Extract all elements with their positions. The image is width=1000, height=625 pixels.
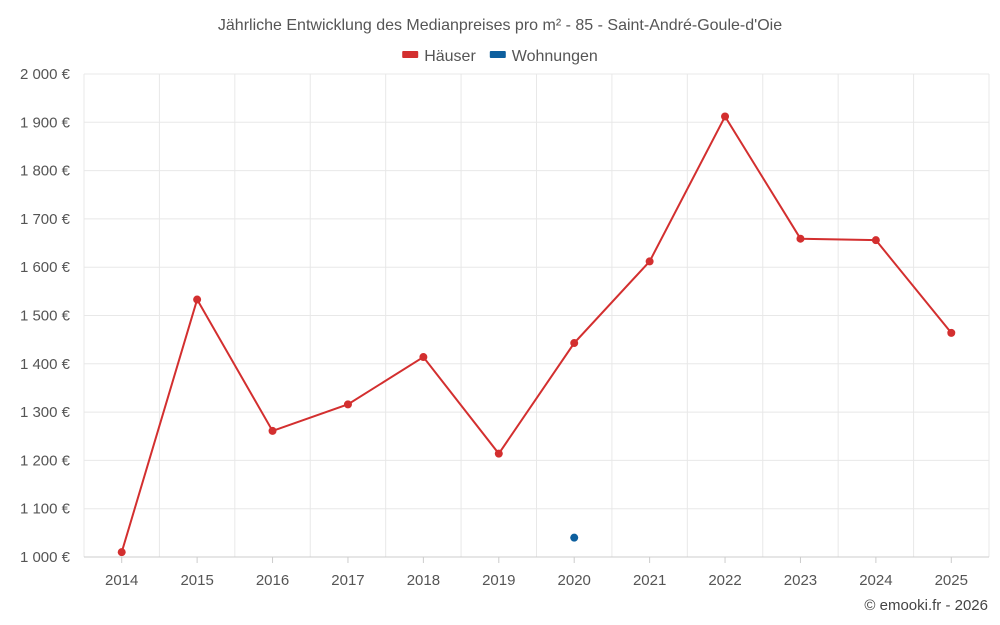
legend-item[interactable]: Wohnungen [489,48,598,65]
data-point[interactable] [947,328,956,337]
legend-swatch [402,51,419,58]
series-line[interactable] [120,114,953,553]
x-tick-label: 2020 [558,572,591,589]
x-tick-label: 2025 [935,572,968,589]
legend[interactable]: Häuser Wohnungen [402,48,598,65]
legend-swatch [489,51,506,58]
x-tick-label: 2021 [633,572,666,589]
data-point[interactable] [796,234,805,243]
y-tick-label: 1 500 € [20,308,71,325]
x-tick-label: 2016 [256,572,289,589]
series-layer[interactable] [117,112,956,557]
y-tick-label: 1 700 € [20,211,71,228]
x-tick-label: 2019 [482,572,515,589]
data-point[interactable] [645,257,654,266]
y-axis: 1 000 € 1 100 € 1 200 € 1 300 € 1 400 € 1 500… [20,66,71,566]
y-tick-label: 1 300 € [20,404,71,421]
legend-label: Häuser [424,48,476,65]
credit: © emooki.fr - 2026 [864,597,988,614]
data-point[interactable] [570,339,579,348]
y-tick-label: 1 600 € [20,259,71,276]
x-tick-label: 2015 [180,572,213,589]
data-point[interactable] [721,112,730,121]
x-tick-label: 2023 [784,572,817,589]
x-tick-label: 2024 [859,572,892,589]
data-point[interactable] [494,449,503,458]
x-tick-label: 2014 [105,572,138,589]
data-point[interactable] [117,548,126,557]
legend-label: Wohnungen [512,48,598,65]
chart-title: Jährliche Entwicklung des Medianpreises … [218,17,782,34]
y-tick-label: 1 900 € [20,114,71,131]
data-point[interactable] [871,236,880,245]
y-tick-label: 2 000 € [20,66,71,83]
y-tick-label: 1 400 € [20,356,71,373]
y-tick-label: 1 000 € [20,549,71,566]
data-point[interactable] [268,426,277,435]
data-point[interactable] [570,533,579,542]
y-tick-label: 1 100 € [20,501,71,518]
x-tick-label: 2022 [708,572,741,589]
legend-item[interactable]: Häuser [402,48,476,65]
data-point[interactable] [343,400,352,409]
x-tick-label: 2018 [407,572,440,589]
data-point[interactable] [419,353,428,362]
data-point[interactable] [193,295,202,304]
y-tick-label: 1 800 € [20,163,71,180]
x-axis: 2014 2015 2016 2017 2018 2019 2020 2021 2022 2023… [105,557,968,589]
x-tick-label: 2017 [331,572,364,589]
y-tick-label: 1 200 € [20,452,71,469]
grid [83,73,990,558]
